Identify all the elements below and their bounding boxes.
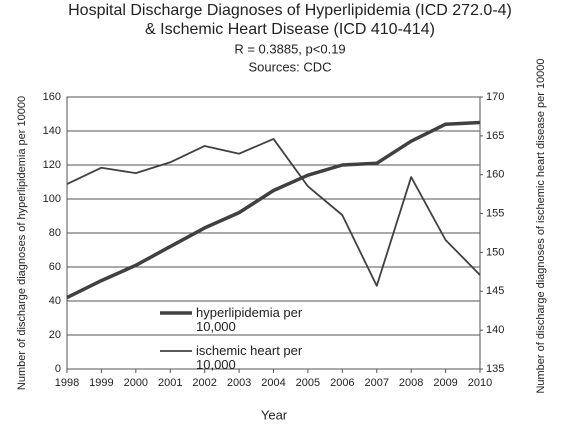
x-tick-label: 2005: [296, 377, 320, 389]
x-tick-label: 2003: [227, 377, 251, 389]
y-tick-label: 160: [43, 91, 61, 103]
y2-tick-label: 140: [486, 324, 504, 336]
y-axis-label: Number of discharge diagnoses of hyperli…: [16, 96, 28, 390]
x-tick-label: 2009: [433, 377, 457, 389]
y2-tick-label: 150: [486, 246, 504, 258]
y-tick-label: 80: [49, 227, 61, 239]
y2-tick-label: 135: [486, 363, 504, 375]
legend-label: ischemic heart per 10,000: [196, 343, 303, 372]
chart-title: & Ischemic Heart Disease (ICD 410-414): [145, 21, 435, 38]
chart-subtitle: R = 0.3885, p<0.19: [234, 41, 345, 56]
x-tick-label: 2010: [468, 377, 492, 389]
y2-tick-label: 145: [486, 285, 504, 297]
y2-axis-label: Number of discharge diagnoses of ischemi…: [535, 58, 547, 393]
x-tick-label: 2000: [124, 377, 148, 389]
x-tick-label: 2001: [158, 377, 182, 389]
y2-tick-label: 170: [486, 91, 504, 103]
y-tick-label: 100: [43, 193, 61, 205]
y-tick-label: 20: [49, 329, 61, 341]
y-tick-label: 40: [49, 295, 61, 307]
y2-tick-label: 165: [486, 130, 504, 142]
series-line: [66, 138, 481, 287]
x-tick-label: 2006: [330, 377, 354, 389]
y2-tick-label: 160: [486, 169, 504, 181]
chart-title: Hospital Discharge Diagnoses of Hyperlip…: [68, 2, 512, 19]
y-tick-label: 0: [55, 363, 61, 375]
y-tick-label: 60: [49, 261, 61, 273]
plot-frame: [66, 96, 481, 370]
y2-tick-label: 155: [486, 207, 504, 219]
x-axis-label: Year: [261, 407, 288, 422]
x-tick-label: 1999: [89, 377, 113, 389]
x-tick-label: 1998: [55, 377, 79, 389]
y-tick-label: 140: [43, 125, 61, 137]
y-tick-label: 120: [43, 159, 61, 171]
x-tick-label: 2007: [365, 377, 389, 389]
x-tick-label: 2008: [399, 377, 423, 389]
x-tick-label: 2002: [192, 377, 216, 389]
x-tick-label: 2004: [261, 377, 285, 389]
series-line: [66, 120, 481, 300]
chart-subtitle: Sources: CDC: [248, 59, 331, 74]
legend-label: hyperlipidemia per 10,000: [196, 305, 303, 334]
